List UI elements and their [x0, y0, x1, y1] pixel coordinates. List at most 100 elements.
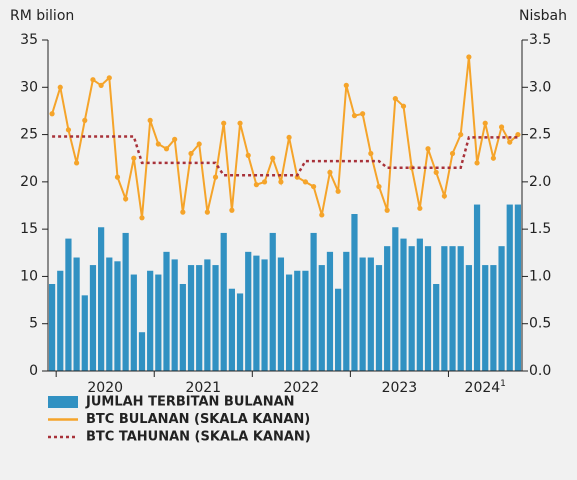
- bar: [449, 246, 456, 371]
- point: [351, 113, 358, 119]
- y-tick-label: 15: [20, 221, 38, 237]
- y2-tick-label: 0.0: [529, 363, 551, 379]
- point: [188, 150, 194, 157]
- bar: [285, 274, 293, 371]
- y2-tick-label: 2.0: [529, 174, 551, 190]
- legend-label: BTC BULANAN (SKALA KANAN): [86, 412, 310, 427]
- bar: [187, 265, 195, 371]
- point: [204, 209, 210, 215]
- point: [327, 169, 333, 175]
- point: [82, 117, 88, 123]
- bar: [375, 265, 383, 371]
- point: [49, 111, 55, 117]
- bar: [196, 265, 203, 371]
- y2-tick-label: 2.5: [529, 127, 551, 143]
- bar: [400, 238, 407, 371]
- bar: [89, 265, 97, 371]
- point: [172, 136, 178, 142]
- point: [286, 134, 292, 141]
- point: [106, 75, 112, 81]
- point: [474, 160, 480, 166]
- point: [74, 160, 80, 166]
- point: [253, 182, 259, 188]
- point: [270, 155, 276, 161]
- line: [51, 56, 519, 218]
- point: [384, 207, 390, 213]
- point: [65, 127, 72, 133]
- bar: [490, 265, 497, 371]
- point: [319, 212, 325, 218]
- bar: [114, 261, 121, 371]
- legend-label: JUMLAH TERBITAN BULANAN: [85, 395, 295, 410]
- bar: [48, 283, 56, 371]
- bar: [473, 204, 481, 371]
- bar: [506, 204, 513, 371]
- y-tick-label: 20: [20, 174, 38, 190]
- point: [163, 146, 170, 152]
- bar: [441, 246, 448, 371]
- point: [261, 179, 268, 185]
- point: [114, 174, 121, 180]
- y-tick-label: 25: [20, 127, 38, 143]
- bar: [424, 246, 432, 371]
- footnote-marker: 1: [500, 379, 506, 389]
- point: [515, 131, 521, 138]
- bar: [392, 227, 399, 371]
- bar: [294, 270, 301, 371]
- point: [245, 152, 251, 158]
- bar: [384, 246, 391, 371]
- bar: [81, 295, 88, 371]
- point: [180, 209, 186, 215]
- y2-axis-label: Nisbah: [519, 8, 567, 24]
- y-tick-label: 35: [20, 32, 38, 48]
- point: [458, 131, 464, 138]
- bar: [498, 246, 505, 371]
- bar: [277, 257, 285, 371]
- bar: [326, 251, 334, 371]
- x-tick-label: 2023: [382, 380, 418, 396]
- point: [98, 82, 104, 88]
- point: [360, 111, 366, 117]
- bar: [408, 246, 415, 371]
- point: [417, 205, 423, 211]
- point: [449, 150, 456, 157]
- bar: [351, 214, 358, 371]
- bar: [261, 259, 268, 371]
- bar: [269, 232, 276, 371]
- bar: [302, 270, 309, 371]
- y2-tick-label: 1.5: [529, 221, 551, 237]
- y-axis-label: RM bilion: [10, 8, 74, 24]
- x-tick-label: 2021: [185, 380, 221, 396]
- point: [507, 139, 513, 145]
- bar: [465, 265, 472, 371]
- y-tick-label: 0: [29, 363, 38, 379]
- point: [237, 120, 243, 126]
- y2-tick-label: 3.5: [529, 32, 551, 48]
- y2-tick-label: 0.5: [529, 316, 551, 332]
- bar: [343, 251, 350, 371]
- point: [400, 103, 407, 109]
- bar: [73, 257, 80, 371]
- bar: [57, 270, 64, 371]
- bar: [204, 259, 211, 371]
- bar: [179, 283, 186, 371]
- bar: [253, 255, 260, 371]
- bar: [318, 265, 325, 371]
- bar: [155, 274, 162, 371]
- point: [147, 117, 153, 123]
- bar: [122, 232, 129, 371]
- y-tick-label: 30: [20, 79, 38, 95]
- bar: [106, 257, 113, 371]
- legend-swatch: [48, 396, 78, 408]
- point: [294, 174, 300, 180]
- point: [433, 169, 439, 175]
- point: [155, 141, 161, 147]
- point: [425, 146, 431, 152]
- point: [482, 120, 488, 126]
- x-tick-label: 2022: [284, 380, 320, 396]
- point: [90, 77, 96, 83]
- point: [123, 196, 129, 202]
- bar: [482, 265, 489, 371]
- bar: [228, 288, 235, 371]
- point: [498, 124, 505, 130]
